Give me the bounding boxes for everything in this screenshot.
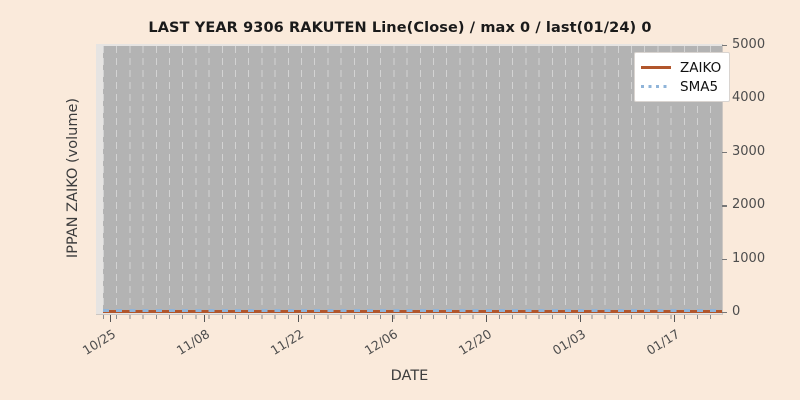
x-tick-mark <box>204 315 206 322</box>
y-tick-mark <box>722 205 727 207</box>
y-tick-mark <box>722 45 727 47</box>
x-axis-minor-ticks <box>103 315 722 319</box>
y-tick-label: 0 <box>732 304 741 319</box>
y-axis-spine <box>722 44 723 315</box>
y-tick-mark <box>722 151 727 154</box>
y-tick-label: 2000 <box>732 197 766 213</box>
x-axis-title: DATE <box>390 368 429 384</box>
x-tick-mark <box>110 315 112 322</box>
x-tick-mark <box>674 315 676 322</box>
y-axis-title: IPPAN ZAIKO (volume) <box>65 97 81 259</box>
y-tick-label: 4000 <box>732 90 766 106</box>
x-tick-mark <box>392 315 394 322</box>
legend-entry-sma5[interactable]: SMA5 <box>641 77 721 96</box>
legend-label-zaiko: ZAIKO <box>680 59 722 76</box>
vertical-gridlines <box>103 46 722 313</box>
y-tick-mark <box>722 258 727 260</box>
y-tick-label: 1000 <box>732 250 766 266</box>
x-tick-mark <box>580 315 582 322</box>
x-axis-spine <box>96 314 723 315</box>
legend-swatch-sma5-icon <box>641 85 671 88</box>
legend-swatch-zaiko-icon <box>641 66 671 69</box>
x-tick-mark <box>486 315 488 322</box>
series-line-sma5 <box>103 309 722 312</box>
plot-area <box>103 46 722 313</box>
y-tick-label: 3000 <box>732 143 766 159</box>
y-tick-label: 5000 <box>732 37 766 52</box>
y-tick-mark <box>722 312 727 314</box>
legend-entry-zaiko[interactable]: ZAIKO <box>641 58 721 77</box>
x-tick-mark <box>298 315 300 322</box>
chart-title: LAST YEAR 9306 RAKUTEN Line(Close) / max… <box>148 20 652 36</box>
chart-legend[interactable]: ZAIKO SMA5 <box>634 52 731 102</box>
legend-label-sma5: SMA5 <box>680 78 719 95</box>
